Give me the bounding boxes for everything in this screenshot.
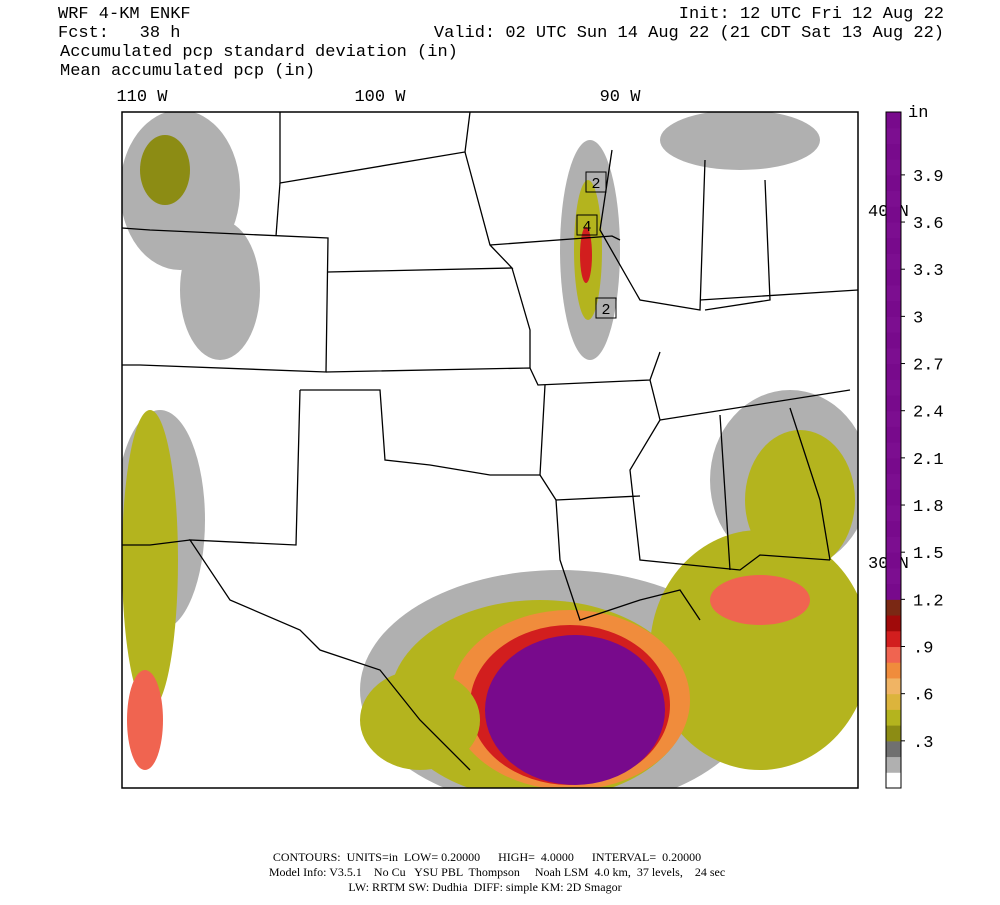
- colorbar-segment: [886, 473, 901, 490]
- colorbar-segment: [886, 112, 901, 129]
- lon-label: 110 W: [116, 88, 168, 107]
- colorbar-segment: [886, 662, 901, 679]
- colorbar-segment: [886, 630, 901, 648]
- colorbar-tick-label: 2.4: [913, 404, 944, 423]
- colorbar-segment: [886, 410, 901, 427]
- lon-label: 100 W: [354, 88, 406, 107]
- colorbar-segment: [886, 677, 901, 695]
- init-time: Init: 12 UTC Fri 12 Aug 22: [679, 5, 944, 24]
- colorbar-tick-label: .9: [913, 640, 933, 659]
- state-boundaries: [122, 112, 858, 771]
- colorbar-segment: [886, 174, 901, 192]
- colorbar-segment: [886, 300, 901, 317]
- colorbar-segment: [886, 332, 901, 349]
- colorbar-frame: [885, 111, 902, 789]
- colorbar-tick-label: 3.3: [913, 262, 944, 281]
- colorbar-segment: [886, 379, 901, 396]
- max-box: [585, 171, 607, 193]
- footer-line: CONTOURS: UNITS=in LOW= 0.20000 HIGH= 4.…: [273, 850, 701, 864]
- colorbar-segment: [886, 536, 901, 553]
- colorbar-segment: [886, 772, 901, 789]
- field-name: Mean accumulated pcp (in): [60, 62, 315, 81]
- valid-time: Valid: 02 UTC Sun 14 Aug 22 (21 CDT Sat …: [434, 24, 944, 43]
- max-box-label: 2: [591, 176, 600, 193]
- colorbar-tick-label: 3: [913, 309, 923, 328]
- colorbar-segment: [886, 599, 901, 616]
- colorbar-segment: [886, 253, 901, 270]
- forecast-hour: Fcst: 38 h: [58, 24, 180, 43]
- colorbar-segment: [886, 363, 901, 380]
- field-name: Accumulated pcp standard deviation (in): [60, 43, 458, 62]
- colorbar-segment: [886, 143, 901, 160]
- colorbar-segment: [886, 693, 901, 710]
- colorbar-segment: [886, 583, 901, 600]
- colorbar-segment: [886, 725, 901, 742]
- colorbar-tick-label: 3.9: [913, 168, 944, 187]
- colorbar-segment: [886, 520, 901, 537]
- colorbar-tick-label: 1.5: [913, 545, 944, 564]
- colorbar-segment: [886, 127, 901, 144]
- colorbar-tick-label: 1.8: [913, 498, 944, 517]
- colorbar-tick-label: 3.6: [913, 215, 944, 234]
- colorbar-segment: [886, 284, 901, 302]
- max-box-label: 2: [601, 302, 610, 319]
- map-frame: [121, 111, 859, 789]
- colorbar-segment: [886, 316, 901, 333]
- colorbar-segment: [886, 740, 901, 758]
- footer-line: Model Info: V3.5.1 No Cu YSU PBL Thompso…: [269, 865, 725, 879]
- colorbar-tick-label: 1.2: [913, 592, 944, 611]
- colorbar-segment: [886, 457, 901, 475]
- colorbar-segment: [886, 222, 901, 239]
- colorbar-segment: [886, 615, 901, 632]
- colorbar-segment: [886, 190, 901, 207]
- colorbar-segment: [886, 442, 901, 459]
- model-name: WRF 4-KM ENKF: [58, 5, 191, 24]
- colorbar-tick-label: 2.7: [913, 357, 944, 376]
- colorbar-segment: [886, 206, 901, 223]
- colorbar: .3 .6 .9 1.2 1.5 1.8 2.1 2.4 2.7 3 3.3 3.6 3.9: [885, 111, 944, 789]
- colorbar-unit: in: [908, 104, 928, 123]
- colorbar-tick-label: 2.1: [913, 451, 944, 470]
- colorbar-segment: [886, 567, 901, 585]
- colorbar-segment: [886, 489, 901, 506]
- colorbar-segment: [886, 269, 901, 286]
- max-box: [576, 214, 598, 236]
- max-box-label: 4: [582, 219, 591, 236]
- colorbar-segment: [886, 505, 901, 522]
- lon-label: 90 W: [600, 88, 642, 107]
- footer-line: LW: RRTM SW: Dudhia DIFF: simple KM: 2D …: [348, 880, 621, 894]
- map: 2 4 2 40 N 30 N: [121, 111, 909, 789]
- colorbar-tick-label: .6: [913, 687, 933, 706]
- colorbar-segment: [886, 159, 901, 176]
- colorbar-segment: [886, 394, 901, 412]
- colorbar-segment: [886, 552, 901, 569]
- colorbar-segment: [886, 756, 901, 773]
- max-box: [595, 297, 617, 319]
- colorbar-segment: [886, 646, 901, 663]
- colorbar-tick-label: .3: [913, 734, 933, 753]
- colorbar-segment: [886, 347, 901, 365]
- colorbar-segment: [886, 426, 901, 443]
- colorbar-segment: [886, 237, 901, 254]
- colorbar-segment: [886, 709, 901, 726]
